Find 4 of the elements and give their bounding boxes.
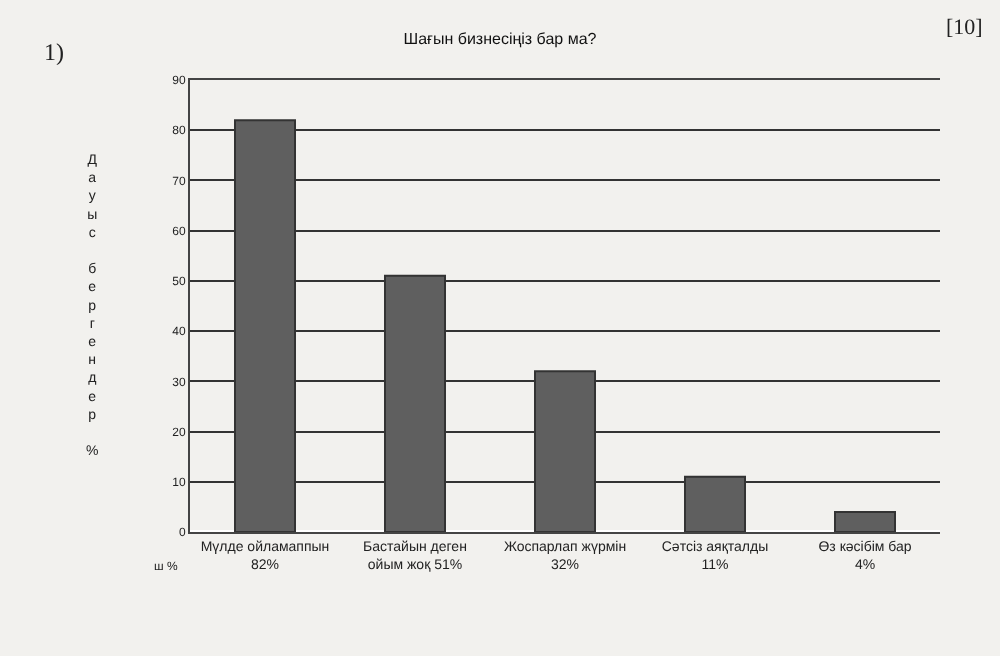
text: 1)	[44, 38, 64, 66]
bar	[834, 510, 896, 532]
chart-title: Шағын бизнесіңіз бар ма?	[403, 30, 598, 48]
text: [10]	[946, 16, 983, 40]
